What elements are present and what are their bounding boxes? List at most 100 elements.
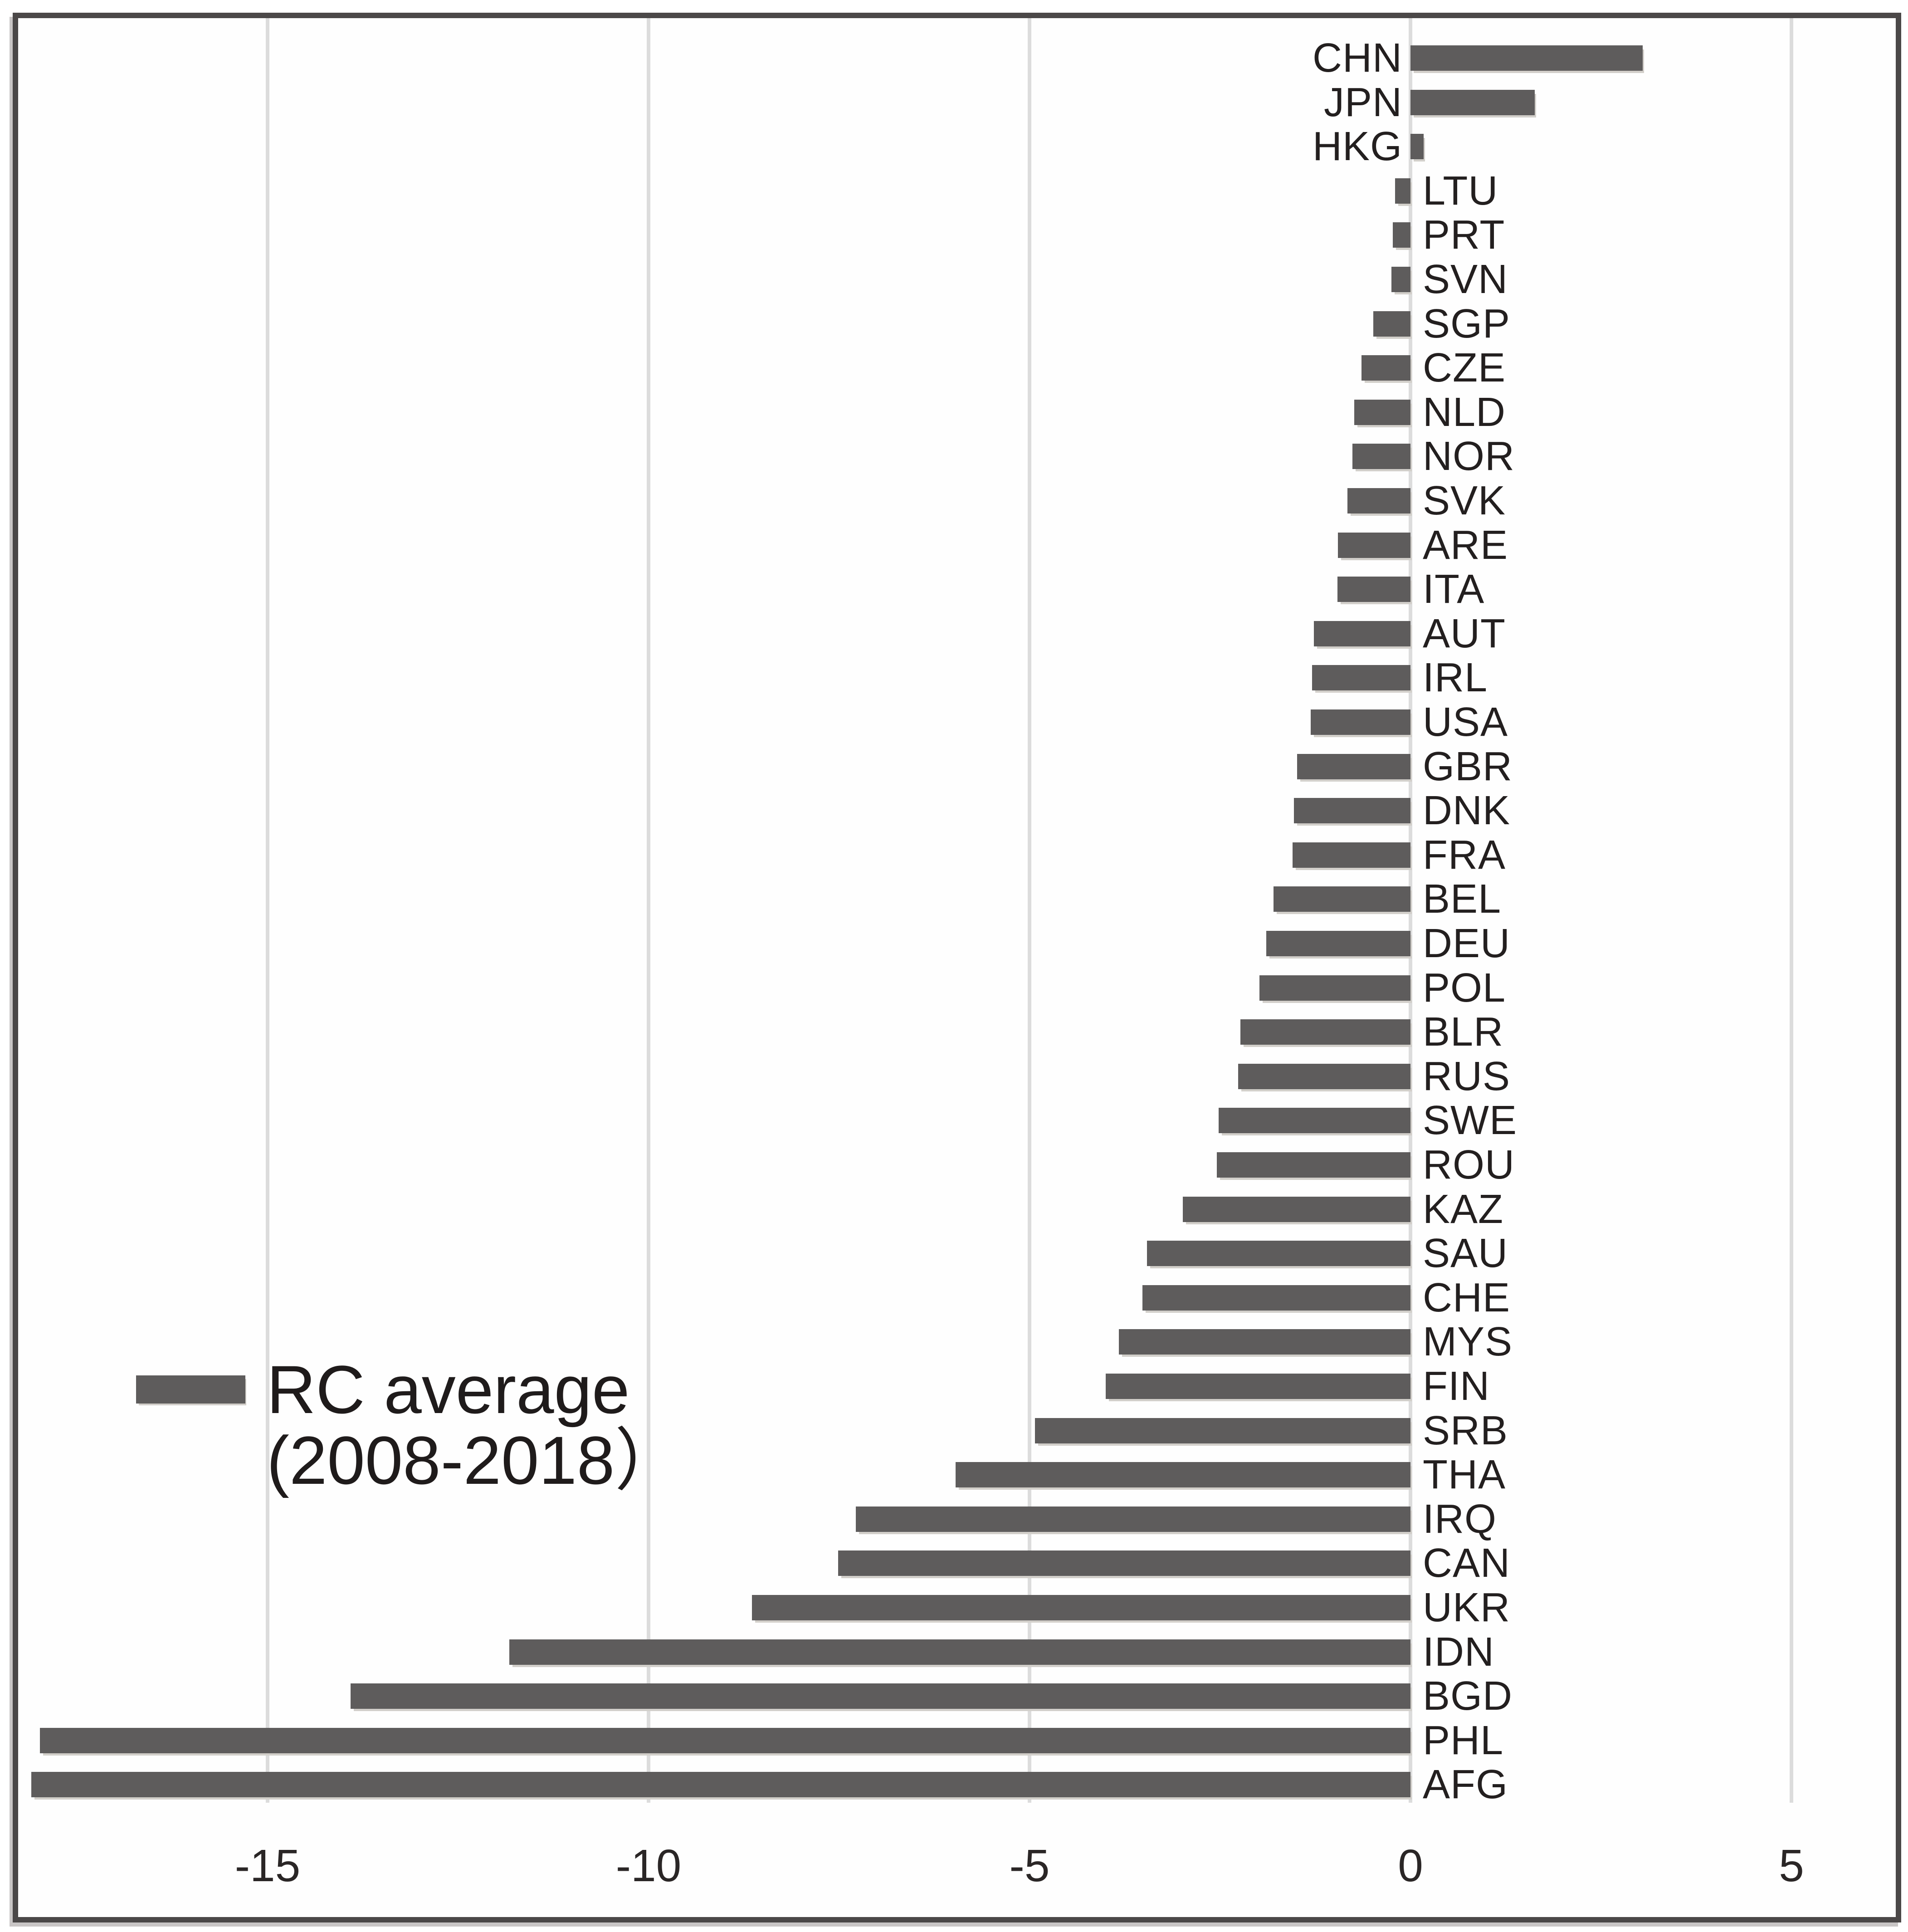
bar-row: CZE	[18, 345, 1896, 391]
bar-label-KAZ: KAZ	[1423, 1186, 1504, 1232]
bar-label-SAU: SAU	[1423, 1230, 1508, 1276]
bar-label-LTU: LTU	[1423, 168, 1498, 214]
bar-BLR	[1240, 1019, 1410, 1045]
bar-label-CHE: CHE	[1423, 1275, 1511, 1321]
bar-row: SVN	[18, 257, 1896, 302]
bar-label-POL: POL	[1423, 965, 1506, 1011]
bar-NOR	[1352, 444, 1410, 469]
bar-RUS	[1238, 1064, 1410, 1089]
bar-BGD	[351, 1683, 1410, 1709]
gridline-x-0	[1409, 18, 1412, 1803]
bar-POL	[1259, 975, 1410, 1001]
bar-row: SAU	[18, 1230, 1896, 1276]
bar-row: LTU	[18, 168, 1896, 214]
bar-NLD	[1354, 400, 1410, 425]
gridline-x--5	[1028, 18, 1031, 1803]
bar-SAU	[1147, 1241, 1410, 1266]
x-tick-label-5: 5	[1779, 1840, 1804, 1891]
bar-row: ARE	[18, 522, 1896, 568]
bar-label-CAN: CAN	[1423, 1540, 1511, 1586]
bar-CHE	[1142, 1285, 1410, 1311]
bar-label-ARE: ARE	[1423, 522, 1508, 568]
bar-row: ROU	[18, 1142, 1896, 1188]
bar-GBR	[1297, 754, 1410, 779]
bar-row: HKG	[18, 124, 1896, 169]
bar-label-FRA: FRA	[1423, 832, 1506, 878]
bar-FRA	[1293, 842, 1410, 868]
x-tick-label-0: 0	[1398, 1840, 1423, 1891]
bar-label-SGP: SGP	[1423, 301, 1511, 347]
bar-row: KAZ	[18, 1186, 1896, 1232]
bar-row: IDN	[18, 1629, 1896, 1675]
bar-row: AUT	[18, 611, 1896, 656]
bar-CAN	[838, 1550, 1410, 1576]
x-tick-label--10: -10	[615, 1840, 682, 1891]
bar-BEL	[1274, 886, 1410, 912]
bar-row: NOR	[18, 433, 1896, 479]
bar-row: POL	[18, 965, 1896, 1011]
bar-label-AFG: AFG	[1423, 1761, 1508, 1807]
bar-row: CHE	[18, 1275, 1896, 1321]
bar-SGP	[1373, 311, 1410, 337]
gridline-x-5	[1790, 18, 1793, 1803]
bar-row: BEL	[18, 876, 1896, 922]
bar-row: IRL	[18, 655, 1896, 700]
bar-MYS	[1119, 1329, 1410, 1355]
bar-SVK	[1347, 488, 1410, 514]
gridline-x--15	[266, 18, 269, 1803]
bar-row: USA	[18, 699, 1896, 745]
bar-SVN	[1391, 267, 1410, 292]
bar-IRQ	[856, 1506, 1410, 1532]
bar-AFG	[31, 1772, 1410, 1797]
bar-label-NLD: NLD	[1423, 389, 1506, 435]
bar-label-DEU: DEU	[1423, 920, 1511, 966]
bar-PRT	[1393, 222, 1410, 248]
bar-label-BLR: BLR	[1423, 1009, 1504, 1055]
bar-USA	[1311, 709, 1410, 735]
chart-frame: RC average (2008-2018） CHN JPN HKG LTU PRT SV…	[13, 13, 1901, 1922]
bar-label-NOR: NOR	[1423, 433, 1515, 479]
bar-UKR	[752, 1595, 1410, 1620]
bar-PHL	[40, 1728, 1410, 1753]
bar-row: BLR	[18, 1009, 1896, 1055]
bar-row: MYS	[18, 1319, 1896, 1365]
bar-label-SWE: SWE	[1423, 1097, 1518, 1143]
bar-row: IRQ	[18, 1496, 1896, 1542]
bar-label-DNK: DNK	[1423, 787, 1511, 833]
bar-label-IRL: IRL	[1423, 655, 1488, 700]
bar-row: SWE	[18, 1097, 1896, 1143]
bar-row: ITA	[18, 567, 1896, 612]
bar-row: DNK	[18, 787, 1896, 833]
bar-SRB	[1035, 1418, 1410, 1443]
bar-row: SRB	[18, 1408, 1896, 1453]
bar-SWE	[1219, 1108, 1410, 1133]
bar-label-IRQ: IRQ	[1423, 1496, 1497, 1542]
bar-row: BGD	[18, 1673, 1896, 1719]
bar-row: UKR	[18, 1585, 1896, 1630]
x-tick-label--15: -15	[234, 1840, 301, 1891]
bar-row: SVK	[18, 478, 1896, 523]
bar-label-SRB: SRB	[1423, 1408, 1508, 1453]
plot-area: RC average (2008-2018） CHN JPN HKG LTU PRT SV…	[18, 18, 1896, 1917]
bar-row: NLD	[18, 389, 1896, 435]
bar-label-CZE: CZE	[1423, 345, 1506, 391]
bar-KAZ	[1183, 1197, 1410, 1222]
bar-label-JPN: JPN	[1323, 79, 1402, 125]
bar-row: FIN	[18, 1364, 1896, 1409]
bar-CHN	[1410, 45, 1643, 71]
bar-DEU	[1266, 931, 1410, 956]
bar-label-UKR: UKR	[1423, 1585, 1511, 1630]
bar-THA	[956, 1462, 1410, 1487]
bar-label-PHL: PHL	[1423, 1717, 1504, 1763]
bar-row: SGP	[18, 301, 1896, 347]
bar-row: FRA	[18, 832, 1896, 878]
x-tick-label--5: -5	[1009, 1840, 1050, 1891]
bar-row: PHL	[18, 1717, 1896, 1763]
bar-row: DEU	[18, 920, 1896, 966]
bar-label-MYS: MYS	[1423, 1319, 1513, 1365]
bar-AUT	[1314, 621, 1410, 646]
bar-FIN	[1106, 1374, 1410, 1399]
bar-LTU	[1395, 178, 1410, 204]
bar-row: CHN	[18, 35, 1896, 81]
